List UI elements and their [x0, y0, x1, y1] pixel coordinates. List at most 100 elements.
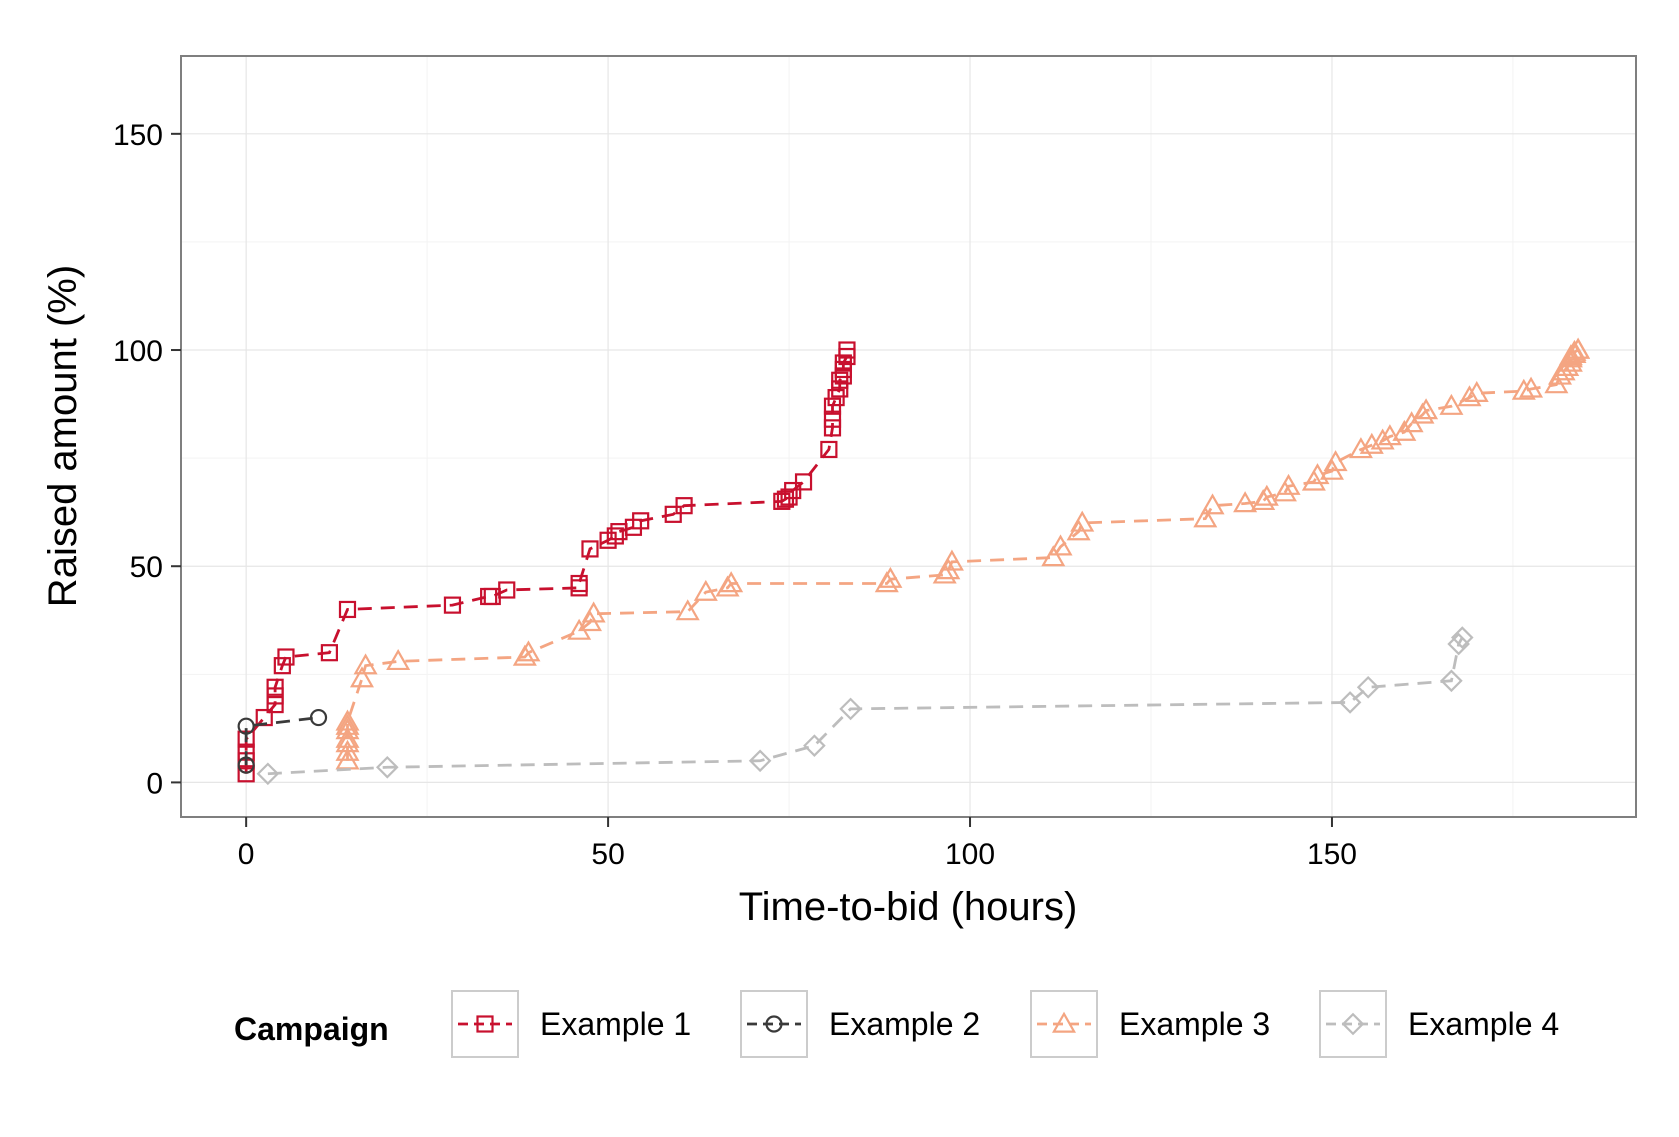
- data-point: [606, 527, 624, 545]
- data-point: [1254, 484, 1279, 506]
- series-4: [256, 626, 1474, 786]
- data-point: [823, 419, 842, 437]
- data-point: [516, 640, 541, 662]
- data-point: [878, 566, 903, 588]
- data-point: [273, 657, 291, 675]
- x-axis-title: Time-to-bid (hours): [739, 885, 1078, 929]
- x-tick-label: 0: [238, 838, 255, 871]
- data-point: [335, 709, 360, 731]
- data-point: [1370, 428, 1395, 450]
- data-point: [1440, 669, 1463, 693]
- data-point: [1457, 385, 1482, 407]
- legend-label: Example 3: [1119, 1006, 1270, 1042]
- x-tick-label: 100: [945, 838, 995, 871]
- y-tick-label: 150: [113, 119, 163, 152]
- data-point: [376, 755, 399, 779]
- legend-title: Campaign: [234, 1011, 389, 1047]
- data-point: [309, 708, 328, 727]
- data-point: [1566, 337, 1591, 359]
- data-point: [664, 505, 682, 523]
- data-point: [675, 599, 700, 621]
- data-point: [1193, 506, 1218, 528]
- series-2: [237, 708, 328, 774]
- data-point: [266, 687, 284, 705]
- data-point: [498, 581, 516, 599]
- series-line: [267, 636, 1464, 776]
- legend-item-3: Example 3: [1030, 990, 1270, 1058]
- data-point: [335, 713, 360, 735]
- data-point: [1511, 378, 1536, 400]
- data-point: [838, 341, 856, 359]
- data-point: [831, 371, 849, 389]
- data-point: [839, 697, 862, 721]
- tick-labels: 0 50 100 150 0 50 100 150: [113, 119, 1357, 871]
- series-1: [237, 341, 856, 783]
- legend-key-marker: [1051, 1011, 1077, 1033]
- legend-item-4: Example 4: [1319, 990, 1559, 1058]
- legend-label: Example 1: [540, 1006, 691, 1042]
- data-point: [675, 497, 693, 515]
- data-point: [443, 596, 462, 614]
- data-point: [1464, 380, 1489, 402]
- data-point: [1348, 437, 1373, 459]
- data-point: [632, 512, 650, 530]
- legend-item-1: Example 1: [451, 990, 691, 1058]
- data-point: [1041, 545, 1066, 567]
- data-point: [748, 749, 772, 773]
- data-point: [1377, 424, 1402, 446]
- data-point: [831, 380, 849, 398]
- y-axis-title: Raised amount (%): [41, 265, 85, 607]
- data-point: [827, 388, 845, 407]
- data-point: [335, 731, 360, 753]
- data-point: [719, 571, 744, 593]
- x-tick-label: 50: [591, 838, 624, 871]
- data-point: [386, 648, 411, 671]
- data-point: [1439, 393, 1464, 415]
- data-point: [803, 734, 826, 757]
- data-point: [338, 600, 357, 619]
- series-3: [335, 337, 1591, 770]
- data-point: [1414, 398, 1439, 420]
- data-point: [277, 648, 295, 666]
- plot-border: [180, 55, 1637, 818]
- data-point: [237, 765, 255, 783]
- data-point: [794, 473, 813, 491]
- data-point: [1276, 473, 1301, 495]
- data-point: [1323, 450, 1348, 472]
- data-point: [823, 397, 842, 415]
- series-layer: [237, 337, 1591, 786]
- data-point: [1338, 691, 1362, 714]
- series-line: [346, 348, 1579, 761]
- series-line: [244, 716, 319, 766]
- plot-panel: [181, 56, 1636, 817]
- legend: Campaign Example 1 Example 2 Example 3 Exam…: [234, 990, 1559, 1058]
- data-point: [693, 579, 718, 601]
- data-point: [581, 601, 606, 623]
- minor-gridlines: [181, 56, 1636, 817]
- legend-key-marker: [1341, 1012, 1365, 1036]
- data-point: [1519, 376, 1544, 398]
- x-tick-label: 150: [1307, 838, 1357, 871]
- data-point: [1070, 510, 1095, 532]
- data-point: [1305, 463, 1330, 485]
- legend-label: Example 4: [1408, 1006, 1559, 1042]
- data-point: [1447, 632, 1470, 656]
- legend-item-2: Example 2: [740, 990, 980, 1058]
- data-point: [570, 574, 588, 593]
- data-point: [1359, 432, 1384, 454]
- data-point: [1562, 339, 1587, 361]
- legend-key-marker: [765, 1015, 783, 1033]
- data-point: [320, 644, 338, 662]
- data-point: [256, 762, 280, 786]
- data-point: [823, 410, 842, 428]
- data-point: [237, 756, 255, 774]
- major-gridlines: [181, 56, 1636, 817]
- data-point: [1233, 491, 1258, 513]
- data-point: [1048, 534, 1073, 556]
- data-point: [820, 440, 838, 459]
- data-point: [266, 678, 284, 696]
- legend-label: Example 2: [829, 1006, 980, 1042]
- data-point: [266, 695, 284, 714]
- data-point: [581, 540, 599, 558]
